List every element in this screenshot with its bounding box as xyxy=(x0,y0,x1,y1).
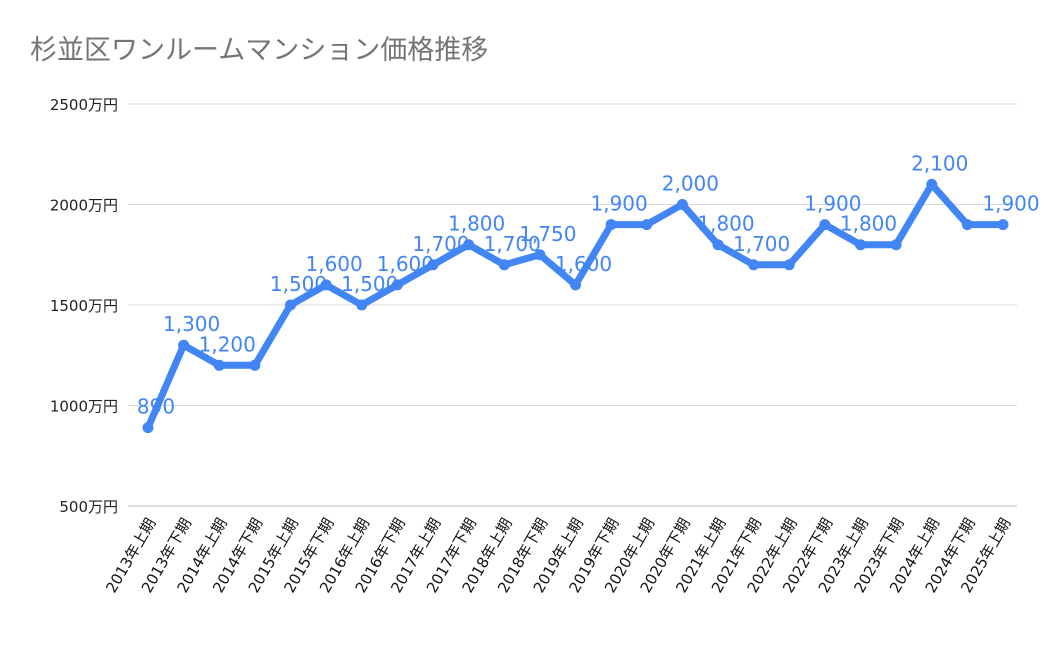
data-point xyxy=(890,239,902,251)
data-label: 1,750 xyxy=(519,222,576,246)
y-tick-label: 500万円 xyxy=(59,498,118,516)
data-point xyxy=(142,422,154,434)
data-point xyxy=(320,279,332,291)
data-point xyxy=(712,239,724,251)
data-point xyxy=(783,259,795,271)
data-label: 1,900 xyxy=(804,192,861,216)
data-label: 1,800 xyxy=(448,212,505,236)
y-tick-label: 2500万円 xyxy=(50,96,118,114)
data-label: 1,900 xyxy=(590,192,647,216)
data-point xyxy=(855,239,866,251)
y-tick-label: 1500万円 xyxy=(50,297,118,315)
data-label: 1,900 xyxy=(982,192,1039,216)
data-label: 890 xyxy=(137,395,175,419)
data-label: 1,600 xyxy=(555,252,612,276)
data-point xyxy=(819,219,831,231)
data-point xyxy=(391,279,403,291)
data-label: 1,800 xyxy=(697,212,754,236)
data-point xyxy=(676,199,688,210)
data-label: 2,000 xyxy=(662,172,719,196)
data-point xyxy=(213,359,225,371)
data-label: 1,600 xyxy=(305,252,362,276)
y-tick-label: 1000万円 xyxy=(50,398,118,416)
data-point xyxy=(997,219,1009,231)
data-label: 2,100 xyxy=(911,151,968,175)
data-point xyxy=(427,259,439,271)
data-label: 1,700 xyxy=(733,232,790,256)
chart-title: 杉並区ワンルームマンション価格推移 xyxy=(30,35,489,66)
data-label: 1,800 xyxy=(840,212,897,236)
data-point xyxy=(641,219,653,231)
data-point xyxy=(605,219,617,231)
data-label: 1,500 xyxy=(341,272,398,296)
data-point xyxy=(570,279,581,291)
y-tick-label: 2000万円 xyxy=(50,197,118,215)
data-label: 1,300 xyxy=(163,312,220,336)
data-point xyxy=(961,219,973,231)
data-label: 1,500 xyxy=(270,272,327,296)
data-point xyxy=(249,359,261,371)
data-point xyxy=(178,339,190,351)
data-label: 1,600 xyxy=(377,252,434,276)
data-label: 1,200 xyxy=(199,332,256,356)
data-point xyxy=(356,299,368,311)
data-point xyxy=(926,178,938,190)
data-point xyxy=(498,259,510,271)
data-point xyxy=(534,249,546,261)
data-point xyxy=(463,239,475,251)
data-point xyxy=(285,299,296,311)
data-point xyxy=(748,259,760,271)
data-label: 1,700 xyxy=(484,232,541,256)
data-label: 1,700 xyxy=(412,232,469,256)
